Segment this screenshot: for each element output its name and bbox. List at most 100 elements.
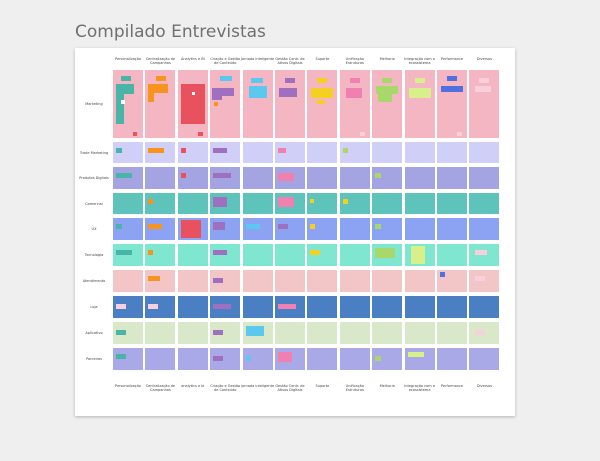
grid-cell: [113, 244, 143, 266]
grid-cell: [177, 244, 208, 266]
grid-cell: [469, 167, 500, 189]
column-footer: Melhoria: [379, 384, 395, 388]
board: Personalização Personalização Centralizaçã…: [75, 48, 515, 416]
grid-cell: [177, 270, 208, 292]
sticky-note: [180, 84, 205, 124]
grid-cell: [372, 270, 403, 292]
row-label: Marketing: [85, 102, 103, 106]
sticky-note: [378, 94, 393, 102]
sticky-note: [148, 276, 161, 281]
sticky-note: [285, 78, 295, 83]
sticky-note: [116, 304, 126, 309]
sticky-note: [342, 148, 348, 153]
grid-cell: [339, 142, 370, 163]
grid-cell: [437, 142, 467, 163]
sticky-note: [116, 354, 126, 359]
row-label: UX: [91, 227, 97, 231]
sticky-note: [310, 224, 316, 229]
grid-cell: [339, 348, 370, 370]
grid-cell: [113, 218, 143, 240]
grid-cell: [307, 167, 338, 189]
sticky-note: [375, 173, 382, 178]
sticky-note: [359, 132, 365, 136]
sticky-note: [310, 199, 315, 203]
sticky-note: [121, 100, 125, 104]
grid-cell: [210, 244, 241, 266]
grid-cell: [372, 322, 403, 344]
grid-cell: [404, 322, 435, 344]
grid-cell: [469, 348, 500, 370]
grid-cell: [242, 244, 273, 266]
sticky-note: [180, 220, 201, 238]
sticky-note: [475, 250, 488, 255]
row-label: Parceiros: [86, 357, 102, 361]
grid-cell: [339, 322, 370, 344]
sticky-note: [345, 88, 362, 98]
sticky-note: [441, 86, 463, 92]
grid-cell: [177, 348, 208, 370]
grid-cell: [339, 193, 370, 214]
column-footer: Personalização: [114, 384, 142, 388]
column-header: Centralização de Campanhas: [145, 57, 176, 65]
row-label: Loja: [90, 305, 98, 309]
sticky-note: [156, 76, 167, 81]
sticky-note: [148, 250, 154, 255]
grid-cell: [113, 322, 143, 344]
sticky-note: [278, 148, 286, 153]
sticky-note: [116, 224, 122, 229]
sticky-note: [116, 148, 122, 153]
grid-cell: [210, 270, 241, 292]
grid-cell: [177, 193, 208, 214]
row-label: Atendimento: [82, 279, 106, 283]
sticky-note: [148, 84, 155, 102]
column-footer: Suporte: [315, 384, 330, 388]
sticky-note: [447, 76, 457, 81]
sticky-note: [121, 76, 131, 81]
grid-cell: [113, 167, 143, 189]
sticky-note: [116, 84, 124, 124]
sticky-note: [180, 148, 186, 153]
sticky-note: [342, 199, 348, 204]
grid-cell: [275, 142, 305, 163]
grid-cell: [307, 348, 338, 370]
grid-cell: [339, 218, 370, 240]
sticky-note: [479, 78, 490, 83]
grid-cell: [372, 348, 403, 370]
grid-cell: [339, 296, 370, 318]
grid-cell: [177, 322, 208, 344]
column-header: Criação e Gestão de Conteúdo: [210, 57, 241, 65]
grid-cell: [307, 218, 338, 240]
grid-cell: [177, 142, 208, 163]
grid-cell: [437, 218, 467, 240]
sticky-note: [311, 88, 334, 98]
grid-cell: [404, 296, 435, 318]
grid-cell: [404, 167, 435, 189]
sticky-note: [245, 224, 260, 229]
sticky-note: [245, 356, 251, 361]
grid-cell: [372, 218, 403, 240]
sticky-note: [213, 330, 224, 335]
grid-cell: [242, 348, 273, 370]
grid-cell: [339, 244, 370, 266]
sticky-note: [278, 173, 294, 181]
column-header: Personalização: [114, 57, 142, 61]
sticky-note: [220, 76, 233, 81]
sticky-note: [310, 250, 321, 255]
sticky-note: [213, 250, 228, 255]
grid-cell: [404, 218, 435, 240]
column-footer: Gestão Centr. de Ativos Digitais: [275, 384, 305, 392]
grid-cell: [145, 70, 176, 138]
grid-cell: [307, 244, 338, 266]
sticky-note: [213, 173, 232, 178]
row-label: Aplicativo: [85, 331, 103, 335]
sticky-note: [180, 173, 186, 178]
row-label: Produtos Digitais: [79, 176, 109, 180]
grid-cell: [145, 167, 176, 189]
grid-cell: [113, 142, 143, 163]
grid-cell: [437, 167, 467, 189]
grid-cell: [404, 193, 435, 214]
column-footer: Unificação Estruturas: [345, 384, 364, 392]
grid-cell: [372, 142, 403, 163]
sticky-note: [475, 330, 486, 335]
sticky-note: [213, 222, 226, 230]
